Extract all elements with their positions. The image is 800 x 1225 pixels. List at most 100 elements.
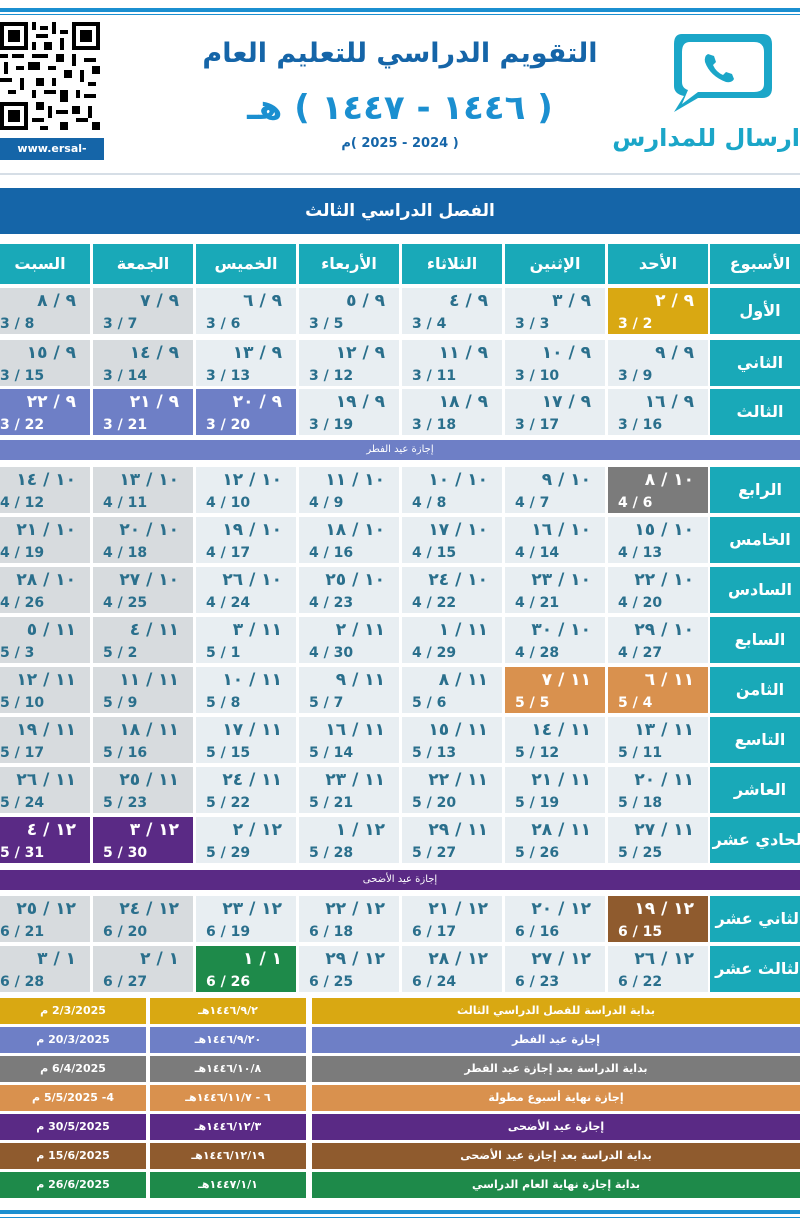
day-cell[interactable]: ١٠ / ٢٦ 4 / 24 [196,567,296,613]
day-cell[interactable]: ١٠ / ٢٨ 4 / 26 [0,567,90,613]
gregorian-date: 4 / 9 [309,495,344,511]
day-cell[interactable]: ١١ / ١٧ 5 / 15 [196,717,296,763]
day-cell[interactable]: ٩ / ٢١ 3 / 21 [93,389,193,435]
day-cell[interactable]: ١١ / ٨ 5 / 6 [402,667,502,713]
day-cell[interactable]: ١٢ / ٢ 5 / 29 [196,817,296,863]
day-cell[interactable]: ١١ / ٣ 5 / 1 [196,617,296,663]
day-cell[interactable]: ١١ / ١٨ 5 / 16 [93,717,193,763]
day-cell[interactable]: ١٢ / ٢٦ 6 / 22 [608,946,708,992]
day-cell[interactable]: ٩ / ١١ 3 / 11 [402,340,502,386]
day-cell[interactable]: ١١ / ٢٤ 5 / 22 [196,767,296,813]
holiday-band-fitr: إجازة عيد الفطر [0,440,800,460]
day-cell[interactable]: ١٠ / ١١ 4 / 9 [299,467,399,513]
day-cell[interactable]: ٩ / ١٣ 3 / 13 [196,340,296,386]
day-cell[interactable]: ٩ / ١٥ 3 / 15 [0,340,90,386]
day-cell[interactable]: ١١ / ٢٢ 5 / 20 [402,767,502,813]
day-cell[interactable]: ١ / ١ 6 / 26 [196,946,296,992]
day-cell[interactable]: ١١ / ١ 4 / 29 [402,617,502,663]
day-cell[interactable]: ١١ / ٦ 5 / 4 [608,667,708,713]
day-cell[interactable]: ١١ / ١٥ 5 / 13 [402,717,502,763]
day-cell[interactable]: ١٠ / ٢٧ 4 / 25 [93,567,193,613]
day-cell[interactable]: ٩ / ١٢ 3 / 12 [299,340,399,386]
day-cell[interactable]: ٩ / ١٠ 3 / 10 [505,340,605,386]
day-cell[interactable]: ١١ / ٢٠ 5 / 18 [608,767,708,813]
day-cell[interactable]: ٩ / ١٦ 3 / 16 [608,389,708,435]
gregorian-date: 5 / 25 [618,845,663,861]
day-cell[interactable]: ١٠ / ٢٣ 4 / 21 [505,567,605,613]
day-cell[interactable]: ١٢ / ٢٥ 6 / 21 [0,896,90,942]
day-cell[interactable]: ٩ / ١٨ 3 / 18 [402,389,502,435]
day-cell[interactable]: ١١ / ١٦ 5 / 14 [299,717,399,763]
gregorian-date: 3 / 4 [412,316,447,332]
day-cell[interactable]: ١٢ / ١٩ 6 / 15 [608,896,708,942]
day-cell[interactable]: ١١ / ١٣ 5 / 11 [608,717,708,763]
day-cell[interactable]: ١٢ / ٢١ 6 / 17 [402,896,502,942]
day-cell[interactable]: ١١ / ٥ 5 / 3 [0,617,90,663]
day-cell[interactable]: ١٢ / ١ 5 / 28 [299,817,399,863]
day-cell[interactable]: ١١ / ٢٨ 5 / 26 [505,817,605,863]
day-cell[interactable]: ١١ / ٤ 5 / 2 [93,617,193,663]
day-cell[interactable]: ١٠ / ١٥ 4 / 13 [608,517,708,563]
day-cell[interactable]: ١٢ / ٢٧ 6 / 23 [505,946,605,992]
day-cell[interactable]: ١٠ / ٢٠ 4 / 18 [93,517,193,563]
day-cell[interactable]: ١٠ / ٩ 4 / 7 [505,467,605,513]
day-cell[interactable]: ١٢ / ٤ 5 / 31 [0,817,90,863]
day-cell[interactable]: ١١ / ٢ 4 / 30 [299,617,399,663]
day-cell[interactable]: ١٠ / ٣٠ 4 / 28 [505,617,605,663]
day-cell[interactable]: ١٠ / ١٨ 4 / 16 [299,517,399,563]
day-cell[interactable]: ١٠ / ٢١ 4 / 19 [0,517,90,563]
day-cell[interactable]: ١٠ / ١٤ 4 / 12 [0,467,90,513]
day-cell[interactable]: ١١ / ١١ 5 / 9 [93,667,193,713]
day-cell[interactable]: ١٠ / ١٠ 4 / 8 [402,467,502,513]
website-label[interactable]: www.ersal-m.com [0,138,104,177]
day-cell[interactable]: ١١ / ٩ 5 / 7 [299,667,399,713]
day-cell[interactable]: ١١ / ١٤ 5 / 12 [505,717,605,763]
day-cell[interactable]: ١١ / ٢٩ 5 / 27 [402,817,502,863]
day-cell[interactable]: ١٢ / ٢٣ 6 / 19 [196,896,296,942]
day-cell[interactable]: ١١ / ١٩ 5 / 17 [0,717,90,763]
day-cell[interactable]: ١٢ / ٢٤ 6 / 20 [93,896,193,942]
day-cell[interactable]: ١٠ / ٨ 4 / 6 [608,467,708,513]
day-cell[interactable]: ١٢ / ٢٠ 6 / 16 [505,896,605,942]
day-cell[interactable]: ١٠ / ٢٩ 4 / 27 [608,617,708,663]
day-cell[interactable]: ١٢ / ٢٢ 6 / 18 [299,896,399,942]
day-cell[interactable]: ٩ / ١٤ 3 / 14 [93,340,193,386]
day-cell[interactable]: ١١ / ٢٦ 5 / 24 [0,767,90,813]
day-cell[interactable]: ١٢ / ٣ 5 / 30 [93,817,193,863]
day-cell[interactable]: ١٠ / ١٦ 4 / 14 [505,517,605,563]
day-cell[interactable]: ١١ / ٢٧ 5 / 25 [608,817,708,863]
day-cell[interactable]: ١١ / ١٠ 5 / 8 [196,667,296,713]
day-cell[interactable]: ٩ / ١٩ 3 / 19 [299,389,399,435]
day-cell[interactable]: ١٠ / ١٢ 4 / 10 [196,467,296,513]
day-cell[interactable]: ١٢ / ٢٨ 6 / 24 [402,946,502,992]
day-cell[interactable]: ١٠ / ١٩ 4 / 17 [196,517,296,563]
hijri-date: ٩ / ١٩ [335,392,385,412]
day-cell[interactable]: ١٢ / ٢٩ 6 / 25 [299,946,399,992]
day-cell[interactable]: ١١ / ٢٣ 5 / 21 [299,767,399,813]
day-cell[interactable]: ١١ / ٢١ 5 / 19 [505,767,605,813]
day-cell[interactable]: ١٠ / ٢٢ 4 / 20 [608,567,708,613]
day-cell[interactable]: ١٠ / ٢٤ 4 / 22 [402,567,502,613]
day-cell[interactable]: ١١ / ١٢ 5 / 10 [0,667,90,713]
day-cell[interactable]: ١١ / ٢٥ 5 / 23 [93,767,193,813]
day-cell[interactable]: ٩ / ٢٠ 3 / 20 [196,389,296,435]
day-cell[interactable]: ١٠ / ٢٥ 4 / 23 [299,567,399,613]
day-cell[interactable]: ٩ / ١٧ 3 / 17 [505,389,605,435]
gregorian-date: 3 / 22 [0,417,45,433]
hijri-date: ١١ / ٨ [438,670,488,690]
day-cell[interactable]: ١ / ٣ 6 / 28 [0,946,90,992]
day-cell[interactable]: ٩ / ٢٢ 3 / 22 [0,389,90,435]
day-cell[interactable]: ١٠ / ١٣ 4 / 11 [93,467,193,513]
gregorian-date: 4 / 8 [412,495,447,511]
day-cell[interactable]: ١٠ / ١٧ 4 / 15 [402,517,502,563]
day-cell[interactable]: ١١ / ٧ 5 / 5 [505,667,605,713]
day-cell[interactable]: ١ / ٢ 6 / 27 [93,946,193,992]
